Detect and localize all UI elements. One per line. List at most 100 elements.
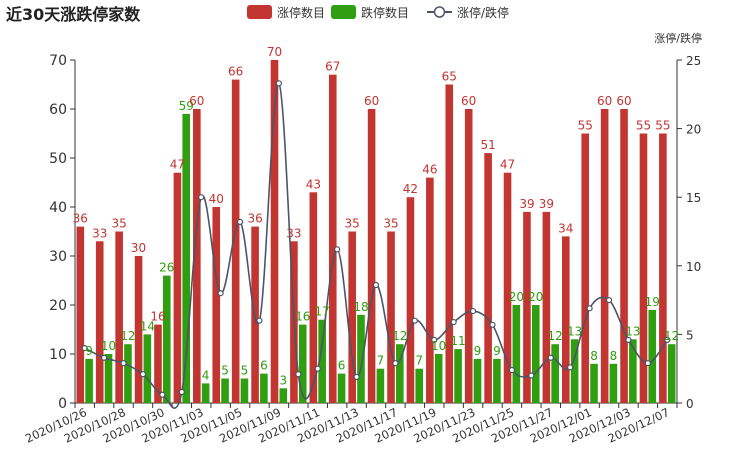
bar-down [493, 358, 501, 403]
data-label-up: 33 [92, 226, 107, 240]
bar-up [426, 177, 434, 403]
ratio-point [295, 371, 302, 378]
data-label-down: 12 [392, 329, 407, 343]
bar-down [85, 358, 93, 403]
data-label-down: 7 [415, 354, 423, 368]
data-label-up: 39 [539, 197, 554, 211]
left-tick-label: 40 [49, 200, 67, 216]
left-tick-label: 10 [49, 347, 67, 363]
data-label-down: 12 [120, 329, 135, 343]
data-label-down: 7 [377, 354, 385, 368]
ratio-point [120, 360, 127, 367]
data-label-up: 67 [325, 60, 340, 74]
right-tick-label: 5 [686, 328, 694, 342]
bar-up [115, 231, 123, 403]
data-label-down: 13 [625, 324, 640, 338]
ratio-point [450, 318, 457, 326]
data-label-down: 17 [315, 305, 330, 319]
legend-swatch-0 [247, 5, 272, 19]
bar-up [561, 236, 570, 403]
left-tick-label: 30 [49, 249, 67, 265]
data-label-down: 14 [140, 319, 155, 333]
bar-down [512, 305, 521, 403]
ratio-point [236, 218, 244, 225]
data-label-down: 12 [548, 329, 563, 343]
bar-down [648, 309, 657, 403]
ratio-point [411, 317, 418, 324]
bars [76, 60, 676, 404]
bar-down [454, 349, 462, 403]
data-label-down: 16 [295, 310, 310, 324]
bar-up [231, 79, 240, 403]
data-label-up: 36 [73, 212, 88, 226]
bar-down [473, 358, 482, 403]
bar-up [600, 109, 609, 403]
legend-label-2: 涨停/跌停 [457, 5, 509, 20]
data-label-down: 13 [567, 324, 582, 338]
right-tick-label: 15 [686, 191, 701, 205]
left-tick-label: 60 [49, 102, 67, 118]
legend-label-0: 涨停数目 [277, 5, 325, 20]
data-label-down: 9 [493, 344, 501, 358]
bar-down [279, 388, 288, 403]
data-label-down: 26 [159, 261, 174, 275]
data-label-up: 36 [247, 212, 262, 226]
ratio-point [664, 336, 671, 343]
bar-down [104, 354, 113, 403]
bar-down [162, 275, 171, 403]
ratio-point [139, 371, 147, 378]
data-label-up: 43 [306, 177, 321, 191]
bar-down [318, 319, 326, 403]
bar-down [629, 339, 637, 403]
data-label-up: 60 [364, 94, 379, 108]
bar-down [240, 378, 249, 403]
data-label-up: 55 [578, 119, 593, 133]
right-tick-label: 25 [686, 54, 701, 68]
bar-up [193, 109, 201, 403]
data-label-down: 8 [590, 349, 598, 363]
ratio-point [547, 354, 554, 361]
bar-up [154, 324, 162, 403]
bar-down [531, 305, 540, 403]
ratio-point [353, 373, 360, 381]
bar-up [581, 133, 590, 403]
ratio-point [198, 194, 205, 201]
data-label-up: 55 [636, 119, 651, 133]
right-tick-label: 20 [686, 123, 701, 137]
data-label-up: 40 [209, 192, 224, 206]
right-tick-label: 0 [686, 397, 694, 411]
ratio-point [605, 297, 613, 304]
data-label-up: 35 [112, 217, 127, 231]
ratio-point [101, 354, 108, 361]
bar-up [328, 74, 337, 403]
data-label-up: 55 [655, 119, 670, 133]
data-label-up: 35 [383, 217, 398, 231]
ratio-point [431, 336, 438, 343]
ratio-point [159, 391, 166, 398]
bar-down [182, 113, 191, 404]
data-label-down: 3 [279, 373, 287, 387]
data-label-up: 65 [442, 70, 457, 84]
legend-marker-2 [433, 6, 446, 18]
left-tick-label: 20 [49, 298, 67, 314]
data-label-up: 70 [267, 45, 282, 59]
data-label-up: 51 [480, 138, 495, 152]
ratio-point [178, 388, 185, 396]
ratio-point [644, 360, 651, 367]
bar-up [95, 241, 104, 403]
chart-title: 近30天涨跌停家数 [6, 5, 141, 24]
data-label-up: 16 [150, 310, 165, 324]
bar-up [270, 60, 279, 403]
left-tick-label: 50 [49, 151, 67, 167]
bar-up [445, 84, 454, 403]
data-label-down: 20 [528, 290, 543, 304]
data-label-down: 8 [610, 349, 618, 363]
bar-up [367, 109, 376, 403]
right-tick-label: 10 [686, 260, 701, 274]
data-label-down: 10 [101, 339, 116, 353]
ratio-line [81, 80, 671, 409]
data-label-down: 10 [431, 339, 446, 353]
data-label-up: 33 [286, 226, 301, 240]
data-label-down: 9 [474, 344, 482, 358]
